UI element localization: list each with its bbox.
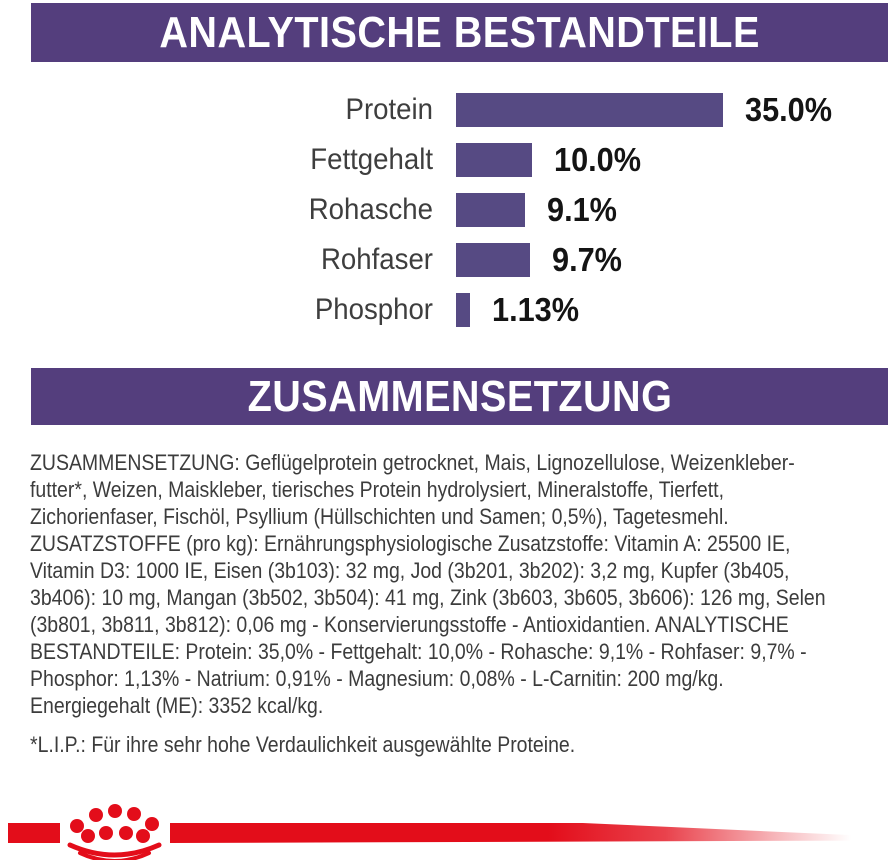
- chart-value-label: 9.1%: [547, 191, 617, 228]
- chart-row-protein: Protein 35.0%: [0, 85, 888, 135]
- chart-row-fettgehalt: Fettgehalt 10.0%: [0, 135, 888, 185]
- chart-bar: [456, 293, 470, 327]
- composition-text-line: BESTANDTEILE: Protein: 35,0% - Fettgehal…: [30, 639, 807, 664]
- composition-text-line: (3b801, 3b811, 3b812): 0,06 mg - Konserv…: [30, 612, 789, 637]
- red-ribbon-left: [8, 823, 60, 843]
- composition-title: ZUSAMMENSETZUNG: [247, 371, 672, 421]
- chart-value-label: 1.13%: [492, 291, 580, 328]
- analytical-title: ANALYTISCHE BESTANDTEILE: [159, 7, 760, 57]
- chart-bar: [456, 143, 532, 177]
- chart-value-label: 10.0%: [554, 141, 642, 178]
- composition-text-line: ZUSATZSTOFFE (pro kg): Ernährungsphysiol…: [30, 531, 791, 556]
- composition-text-line: Energiegehalt (ME): 3352 kcal/kg.: [30, 693, 324, 718]
- chart-row-rohfaser: Rohfaser 9.7%: [0, 235, 888, 285]
- chart-category-label: Phosphor: [314, 293, 433, 326]
- chart-bar: [456, 93, 723, 127]
- chart-category-label: Rohfaser: [321, 243, 433, 276]
- chart-category-label: Fettgehalt: [310, 143, 433, 176]
- chart-bar: [456, 243, 530, 277]
- analytical-bar-chart: Protein 35.0% Fettgehalt 10.0% Rohasche 9.1% R…: [0, 85, 888, 335]
- chart-bar: [456, 193, 525, 227]
- chart-category-label: Protein: [345, 93, 433, 126]
- composition-text: ZUSAMMENSETZUNG: Geflügelprotein getrock…: [30, 449, 888, 719]
- composition-text-line: Vitamin D3: 1000 IE, Eisen (3b103): 32 m…: [30, 558, 790, 583]
- composition-header-banner: ZUSAMMENSETZUNG: [31, 368, 888, 425]
- composition-text-line: Phosphor: 1,13% - Natrium: 0,91% - Magne…: [30, 666, 724, 691]
- chart-category-label: Rohasche: [308, 193, 433, 226]
- composition-text-line: 3b406): 10 mg, Mangan (3b502, 3b504): 41…: [30, 585, 826, 610]
- composition-text-line: Zichorienfaser, Fischöl, Psyllium (Hülls…: [30, 504, 729, 529]
- chart-row-rohasche: Rohasche 9.1%: [0, 185, 888, 235]
- royal-canin-crown-icon: [67, 804, 162, 860]
- chart-value-label: 9.7%: [552, 241, 622, 278]
- lip-footnote: *L.I.P.: Für ihre sehr hohe Verdaulichke…: [30, 732, 576, 757]
- chart-row-phosphor: Phosphor 1.13%: [0, 285, 888, 335]
- composition-text-line: ZUSAMMENSETZUNG: Geflügelprotein getrock…: [30, 450, 795, 475]
- analytical-header-banner: ANALYTISCHE BESTANDTEILE: [31, 3, 888, 62]
- chart-value-label: 35.0%: [745, 91, 833, 128]
- composition-text-line: futter*, Weizen, Maiskleber, tierisches …: [30, 477, 724, 502]
- red-ribbon-right: [170, 823, 858, 843]
